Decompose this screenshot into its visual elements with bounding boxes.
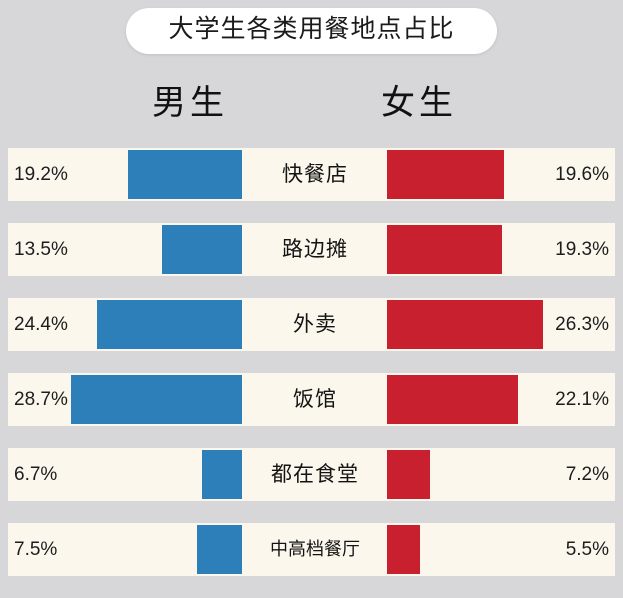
male-bar: [127, 150, 242, 199]
female-bar: [387, 300, 544, 349]
category-label: 中高档餐厅: [270, 539, 360, 559]
category-label: 路边摊: [282, 238, 348, 261]
category-label: 快餐店: [282, 163, 348, 186]
male-bar: [202, 450, 242, 499]
female-percent-label: 22.1%: [555, 389, 609, 410]
female-bar: [387, 150, 504, 199]
page-title: 大学生各类用餐地点占比: [168, 15, 455, 44]
female-percent-label: 19.3%: [555, 239, 609, 260]
female-percent-label: 26.3%: [555, 314, 609, 335]
legend-female-label: 女生: [381, 84, 457, 122]
chart-row: 24.4% 外卖 26.3%: [0, 298, 623, 351]
chart-page: { "title": "大学生各类用餐地点占比", "headers": { "…: [0, 2, 623, 576]
title-pill: 大学生各类用餐地点占比: [126, 8, 497, 54]
male-percent-label: 19.2%: [14, 164, 68, 185]
male-bar: [96, 300, 242, 349]
female-bar: [387, 225, 502, 274]
male-percent-label: 24.4%: [14, 314, 68, 335]
female-percent-label: 7.2%: [565, 464, 609, 485]
female-percent-label: 19.6%: [555, 164, 609, 185]
title-container: 大学生各类用餐地点占比: [0, 2, 623, 60]
male-bar: [71, 375, 242, 424]
female-bar: [387, 450, 430, 499]
legend-male-label: 男生: [152, 84, 228, 122]
category-label: 都在食堂: [271, 463, 359, 486]
male-bar: [197, 525, 242, 574]
female-bar: [387, 375, 519, 424]
chart-row: 28.7% 饭馆 22.1%: [0, 373, 623, 426]
category-label: 外卖: [293, 313, 337, 336]
male-percent-label: 7.5%: [14, 539, 58, 560]
row-background: [8, 523, 615, 576]
chart-row: 13.5% 路边摊 19.3%: [0, 223, 623, 276]
female-bar: [387, 525, 420, 574]
male-percent-label: 6.7%: [14, 464, 58, 485]
male-percent-label: 13.5%: [14, 239, 68, 260]
chart-rows: 19.2% 快餐店 19.6% 13.5% 路边摊 19.3% 24.4% 外卖 26.3% 28…: [0, 148, 623, 598]
chart-row: 6.7% 都在食堂 7.2%: [0, 448, 623, 501]
chart-row: 19.2% 快餐店 19.6%: [0, 148, 623, 201]
row-background: [8, 448, 615, 501]
chart-row: 7.5% 中高档餐厅 5.5%: [0, 523, 623, 576]
row-background: [8, 148, 615, 201]
female-percent-label: 5.5%: [565, 539, 609, 560]
male-percent-label: 28.7%: [14, 389, 68, 410]
male-bar: [161, 225, 242, 274]
category-label: 饭馆: [293, 388, 337, 411]
row-background: [8, 223, 615, 276]
legend-headers: 男生 女生: [0, 75, 623, 131]
